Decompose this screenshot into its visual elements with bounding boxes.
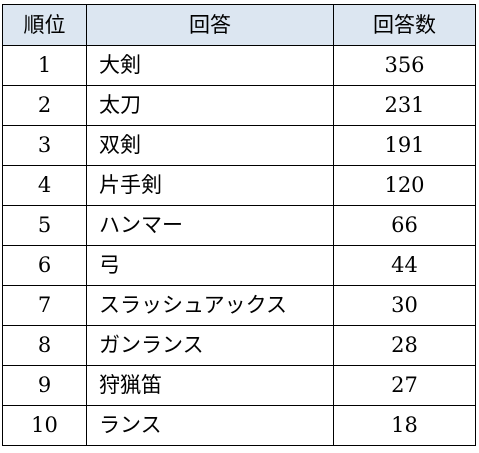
count-cell: 28: [333, 325, 476, 366]
answer-cell: ガンランス: [86, 325, 334, 366]
answer-cell: 片手剣: [86, 165, 334, 206]
count-cell: 120: [333, 165, 476, 206]
table-header: 順位 回答 回答数: [2, 4, 476, 46]
count-cell: 44: [333, 245, 476, 286]
table-row: 8 ガンランス 28: [2, 325, 476, 366]
rank-cell: 6: [2, 245, 87, 286]
table-row: 7 スラッシュアックス 30: [2, 285, 476, 326]
count-cell: 231: [333, 85, 476, 126]
rank-cell: 9: [2, 365, 87, 406]
answer-cell: 太刀: [86, 85, 334, 126]
rank-cell: 7: [2, 285, 87, 326]
table-row: 2 太刀 231: [2, 85, 476, 126]
count-cell: 30: [333, 285, 476, 326]
table-row: 9 狩猟笛 27: [2, 365, 476, 406]
count-cell: 191: [333, 125, 476, 166]
answer-cell: 弓: [86, 245, 334, 286]
ranking-table: 順位 回答 回答数 1 大剣 356 2 太刀 231 3 双剣 191 4: [2, 4, 476, 446]
table-row: 5 ハンマー 66: [2, 205, 476, 246]
answer-cell: 狩猟笛: [86, 365, 334, 406]
answer-cell: ランス: [86, 405, 334, 446]
header-answer: 回答: [86, 4, 334, 46]
rank-cell: 2: [2, 85, 87, 126]
table-row: 3 双剣 191: [2, 125, 476, 166]
rank-cell: 4: [2, 165, 87, 206]
rank-cell: 3: [2, 125, 87, 166]
table-row: 6 弓 44: [2, 245, 476, 286]
answer-cell: ハンマー: [86, 205, 334, 246]
count-cell: 27: [333, 365, 476, 406]
count-cell: 18: [333, 405, 476, 446]
table-body: 1 大剣 356 2 太刀 231 3 双剣 191 4 片手剣 120 5 ハ: [2, 45, 476, 446]
count-cell: 356: [333, 45, 476, 86]
header-row: 順位 回答 回答数: [2, 4, 476, 46]
rank-cell: 1: [2, 45, 87, 86]
answer-cell: 大剣: [86, 45, 334, 86]
answer-cell: スラッシュアックス: [86, 285, 334, 326]
table-row: 1 大剣 356: [2, 45, 476, 86]
rank-cell: 10: [2, 405, 87, 446]
table-row: 10 ランス 18: [2, 405, 476, 446]
rank-cell: 8: [2, 325, 87, 366]
table-row: 4 片手剣 120: [2, 165, 476, 206]
header-count: 回答数: [333, 4, 476, 46]
header-rank: 順位: [2, 4, 87, 46]
count-cell: 66: [333, 205, 476, 246]
rank-cell: 5: [2, 205, 87, 246]
ranking-table-container: 順位 回答 回答数 1 大剣 356 2 太刀 231 3 双剣 191 4: [2, 4, 476, 446]
answer-cell: 双剣: [86, 125, 334, 166]
